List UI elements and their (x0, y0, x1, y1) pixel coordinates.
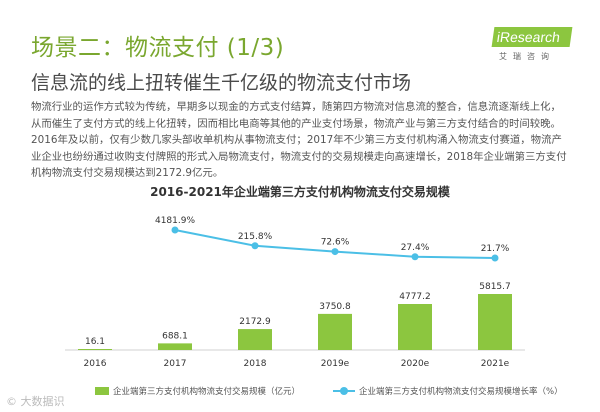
legend-line-swatch (333, 387, 355, 395)
legend-label-bar: 企业端第三方支付机构物流支付交易规模（亿元） (113, 387, 301, 397)
page-title: 场景二：物流支付 (1/3) (31, 35, 285, 61)
growth-value-label: 72.6% (321, 238, 350, 248)
watermark: © 大数据识 (6, 395, 65, 408)
bar-value-label: 16.1 (85, 337, 105, 347)
legend-bar-swatch (95, 387, 109, 395)
logo-subtext: 艾瑞咨询 (499, 52, 555, 61)
growth-value-label: 215.8% (238, 232, 273, 242)
bar-2019e (318, 313, 352, 350)
bar-value-label: 3750.8 (319, 302, 351, 312)
chart-title: 2016-2021年企业端第三方支付机构物流支付交易规模 (150, 185, 450, 199)
x-tick-label: 2021e (481, 359, 510, 369)
iresearch-logo: iResearch 艾瑞咨询 (491, 27, 573, 72)
bar-value-label: 4777.2 (399, 292, 431, 302)
x-tick-label: 2017 (164, 359, 187, 369)
growth-point-2018 (251, 242, 259, 250)
legend-item-line: 企业端第三方支付机构物流支付交易规模增长率（%） (333, 385, 563, 397)
logo-mark: iResearch (491, 27, 573, 47)
bar-2020e (398, 303, 432, 350)
growth-value-label: 4181.9% (155, 216, 195, 226)
bar-value-label: 2172.9 (239, 317, 271, 327)
bar-2021e (478, 294, 512, 350)
description-paragraph: 物流行业的运作方式较为传统，早期多以现金的方式支付结算，随第四方物流对信息流的整… (31, 101, 567, 179)
bar-value-label: 5815.7 (479, 282, 511, 292)
legend-label-line: 企业端第三方支付机构物流支付交易规模增长率（%） (359, 387, 563, 397)
bar-2016 (78, 349, 112, 350)
legend-item-bar: 企业端第三方支付机构物流支付交易规模（亿元） (95, 385, 300, 397)
growth-point-2021e (491, 254, 499, 262)
growth-value-label: 21.7% (481, 244, 510, 254)
bar-2017 (158, 343, 192, 350)
growth-point-2019e (331, 248, 339, 256)
chart-svg: 16.1 2016 688.1 2017 2172.9 2018 3750.8 2019e 47… (65, 216, 525, 369)
growth-point-2017 (171, 226, 179, 234)
page-subtitle: 信息流的线上扭转催生千亿级的物流支付市场 (31, 72, 412, 94)
growth-point-2020e (411, 253, 419, 261)
x-tick-label: 2020e (401, 359, 430, 369)
bar-2018 (238, 329, 272, 350)
x-tick-label: 2018 (244, 359, 267, 369)
x-tick-label: 2019e (321, 359, 350, 369)
bar-value-label: 688.1 (162, 331, 188, 341)
x-tick-label: 2016 (84, 359, 107, 369)
growth-value-label: 27.4% (401, 243, 430, 253)
